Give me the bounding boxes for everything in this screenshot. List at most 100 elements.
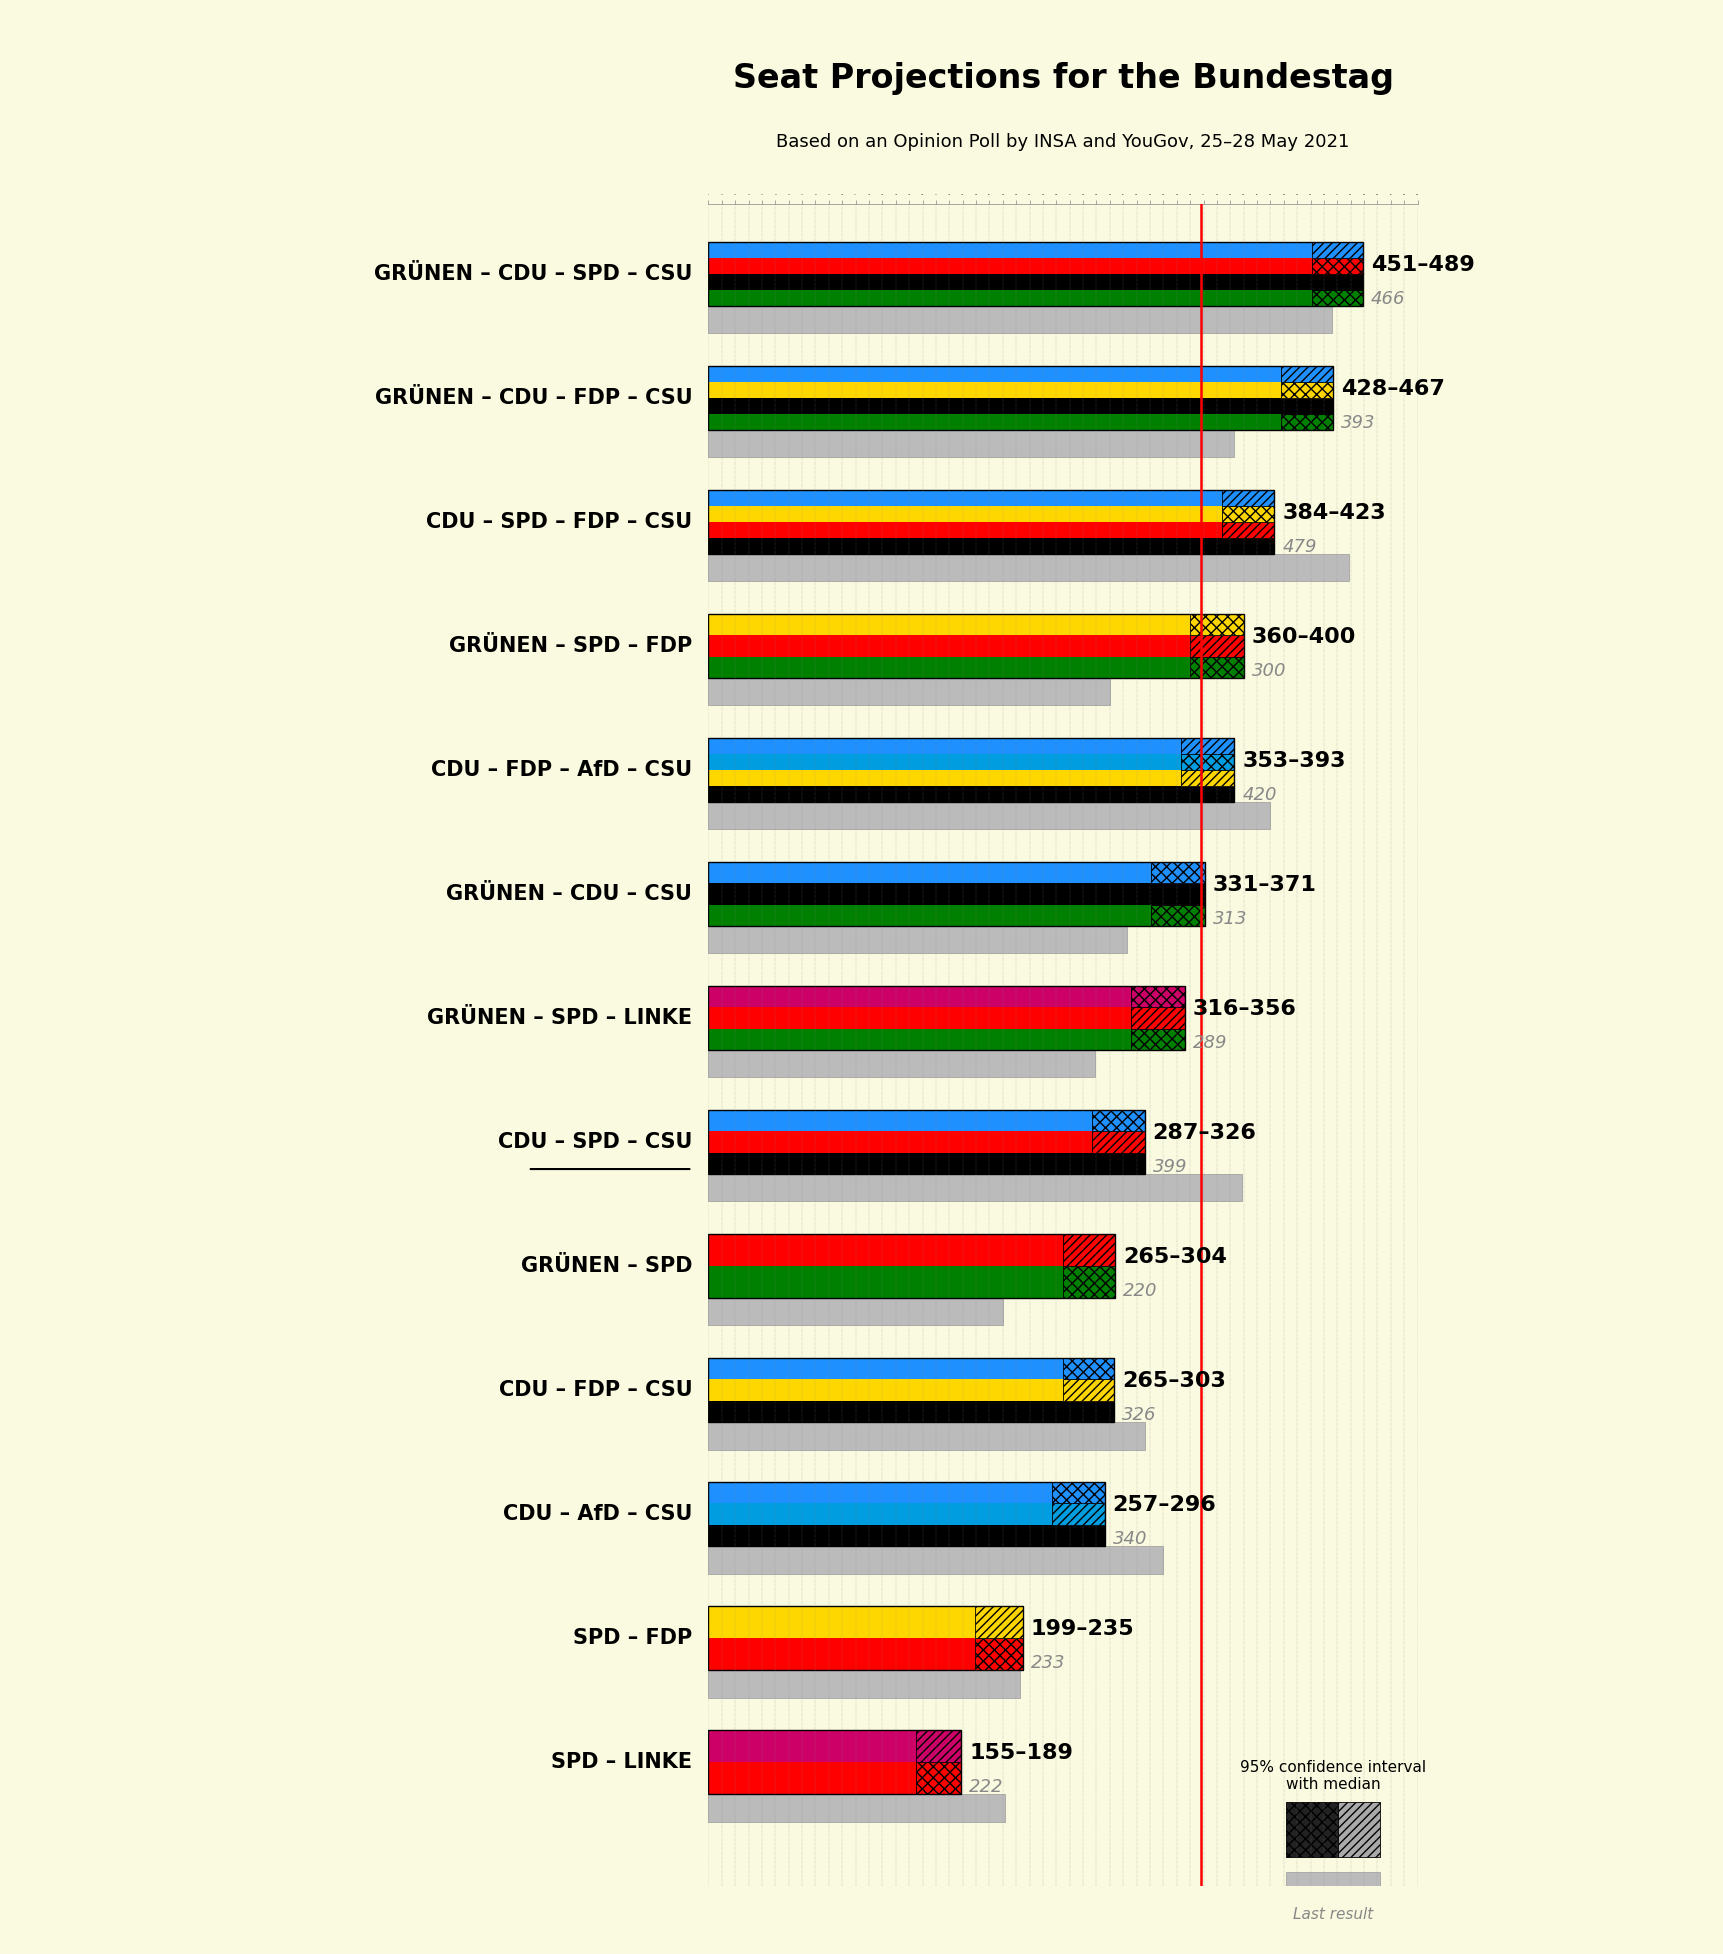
- Bar: [708, 274, 1311, 289]
- Bar: [1051, 1503, 1104, 1524]
- Bar: [1222, 490, 1273, 506]
- Bar: [1189, 635, 1242, 657]
- Bar: [708, 635, 1189, 657]
- Bar: [1063, 1266, 1115, 1297]
- Text: 316–356: 316–356: [1192, 998, 1296, 1020]
- Text: SPD – LINKE: SPD – LINKE: [551, 1753, 693, 1772]
- Text: 222: 222: [968, 1778, 1003, 1796]
- Bar: [708, 614, 1189, 635]
- Bar: [1180, 786, 1234, 803]
- Bar: [1222, 537, 1273, 555]
- Bar: [708, 399, 1280, 414]
- Bar: [708, 1049, 1094, 1077]
- Bar: [708, 365, 1280, 381]
- Bar: [708, 985, 1130, 1006]
- Text: GRÜNEN – CDU – FDP – CSU: GRÜNEN – CDU – FDP – CSU: [374, 389, 693, 408]
- Bar: [708, 1358, 1113, 1423]
- Bar: [1051, 1524, 1104, 1546]
- Bar: [708, 365, 1332, 430]
- Bar: [708, 307, 1332, 334]
- Bar: [708, 657, 1189, 678]
- Bar: [1051, 1524, 1104, 1546]
- Bar: [708, 1794, 1005, 1821]
- Bar: [1280, 414, 1332, 430]
- Bar: [1285, 1802, 1337, 1856]
- Bar: [708, 1110, 1144, 1174]
- Bar: [708, 770, 1180, 786]
- Bar: [915, 1763, 961, 1794]
- Bar: [1130, 985, 1184, 1006]
- Bar: [1222, 506, 1273, 522]
- Bar: [708, 1233, 1115, 1297]
- Bar: [708, 1153, 1092, 1174]
- Bar: [708, 1729, 961, 1794]
- Bar: [1180, 754, 1234, 770]
- Bar: [708, 1606, 1022, 1671]
- Bar: [708, 1174, 1242, 1202]
- Bar: [708, 1297, 1003, 1325]
- Bar: [1063, 1401, 1113, 1423]
- Bar: [708, 1358, 1063, 1380]
- Text: 393: 393: [1340, 414, 1375, 432]
- Bar: [1063, 1380, 1113, 1401]
- Bar: [1285, 1872, 1380, 1899]
- Bar: [1063, 1233, 1115, 1266]
- Text: 340: 340: [1111, 1530, 1146, 1548]
- Bar: [1280, 399, 1332, 414]
- Bar: [1311, 242, 1361, 258]
- Bar: [1151, 862, 1204, 883]
- Text: 353–393: 353–393: [1242, 750, 1346, 772]
- Bar: [708, 1380, 1063, 1401]
- Bar: [708, 490, 1273, 555]
- Bar: [708, 883, 1151, 905]
- Bar: [1280, 381, 1332, 399]
- Bar: [708, 786, 1180, 803]
- Bar: [708, 1006, 1130, 1028]
- Text: 384–423: 384–423: [1282, 504, 1385, 524]
- Bar: [1222, 490, 1273, 506]
- Bar: [708, 258, 1311, 274]
- Bar: [973, 1606, 1022, 1637]
- Bar: [1092, 1131, 1144, 1153]
- Bar: [708, 754, 1180, 770]
- Bar: [1051, 1503, 1104, 1524]
- Bar: [708, 739, 1180, 754]
- Bar: [708, 862, 1151, 883]
- Bar: [1280, 399, 1332, 414]
- Text: CDU – AfD – CSU: CDU – AfD – CSU: [503, 1505, 693, 1524]
- Bar: [1092, 1153, 1144, 1174]
- Text: 289: 289: [1192, 1034, 1227, 1051]
- Text: 326: 326: [1122, 1405, 1156, 1424]
- Bar: [1063, 1266, 1115, 1297]
- Bar: [1180, 786, 1234, 803]
- Bar: [1189, 657, 1242, 678]
- Bar: [1311, 258, 1361, 274]
- Bar: [708, 1729, 915, 1763]
- Bar: [708, 1481, 1051, 1503]
- Bar: [708, 1606, 973, 1637]
- Bar: [708, 414, 1280, 430]
- Text: Seat Projections for the Bundestag: Seat Projections for the Bundestag: [732, 63, 1392, 96]
- Text: GRÜNEN – CDU – SPD – CSU: GRÜNEN – CDU – SPD – CSU: [374, 264, 693, 283]
- Text: CDU – SPD – FDP – CSU: CDU – SPD – FDP – CSU: [426, 512, 693, 531]
- Bar: [1189, 657, 1242, 678]
- Bar: [708, 1546, 1163, 1573]
- Bar: [708, 242, 1361, 307]
- Text: 233: 233: [1030, 1653, 1065, 1673]
- Text: 257–296: 257–296: [1111, 1495, 1216, 1514]
- Bar: [708, 803, 1270, 828]
- Text: CDU – FDP – CSU: CDU – FDP – CSU: [498, 1380, 693, 1399]
- Bar: [973, 1606, 1022, 1637]
- Bar: [708, 1423, 1144, 1450]
- Text: 451–489: 451–489: [1370, 256, 1473, 276]
- Bar: [1311, 289, 1361, 307]
- Bar: [1280, 414, 1332, 430]
- Bar: [1180, 770, 1234, 786]
- Bar: [1151, 905, 1204, 926]
- Text: Last result: Last result: [1292, 1907, 1373, 1921]
- Bar: [708, 1763, 915, 1794]
- Bar: [708, 985, 1184, 1049]
- Bar: [708, 1110, 1092, 1131]
- Bar: [915, 1763, 961, 1794]
- Bar: [1151, 862, 1204, 883]
